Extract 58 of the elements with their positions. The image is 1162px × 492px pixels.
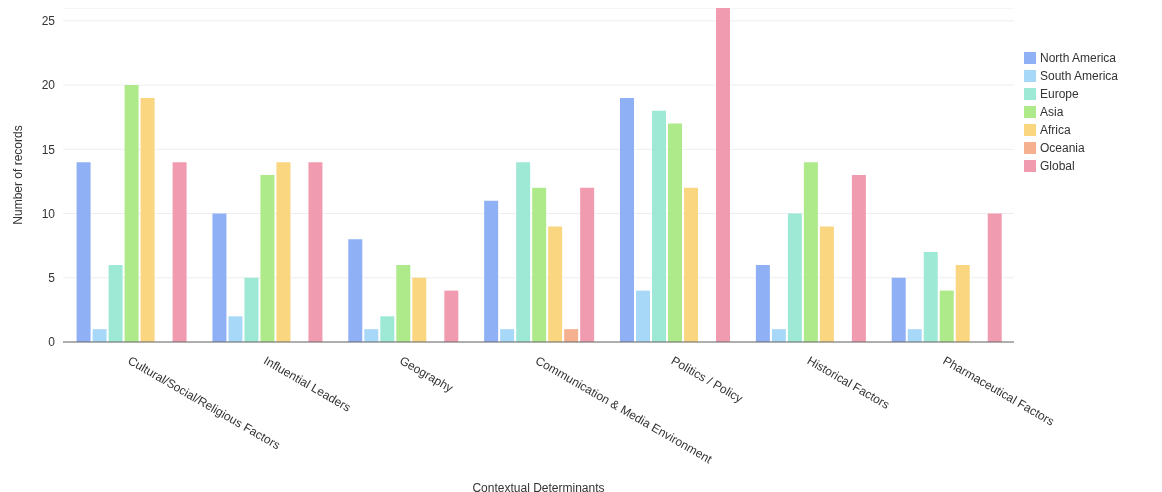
bar: [803, 162, 818, 342]
bar: [923, 252, 938, 342]
bar: [396, 264, 411, 342]
bar: [348, 239, 363, 342]
bar: [244, 277, 259, 342]
bar: [771, 329, 786, 342]
bar: [516, 162, 531, 342]
bar: [532, 187, 547, 342]
y-axis-title: Number of records: [11, 125, 26, 225]
bar: [364, 329, 379, 342]
bar: [787, 213, 802, 342]
legend-label: North America: [1040, 51, 1117, 65]
bar: [668, 123, 683, 342]
bar: [108, 264, 123, 342]
bar: [636, 290, 651, 342]
y-tick-label: 5: [48, 271, 56, 286]
bar: [228, 316, 243, 342]
y-tick-label: 15: [41, 142, 56, 157]
bar: [380, 316, 395, 342]
bar: [412, 277, 427, 342]
y-tick-label: 0: [48, 335, 56, 350]
bar: [955, 264, 970, 342]
bar: [819, 226, 834, 342]
legend-label: South America: [1040, 69, 1119, 83]
bar: [92, 329, 107, 342]
x-axis-title: Contextual Determinants: [472, 481, 605, 492]
bar: [212, 213, 227, 342]
bar: [716, 8, 731, 342]
legend-label: Oceania: [1040, 141, 1085, 155]
bar: [564, 329, 579, 342]
bar: [987, 213, 1002, 342]
bar: [907, 329, 922, 342]
bar: [500, 329, 515, 342]
bar: [684, 187, 699, 342]
bar: [851, 175, 866, 342]
bar: [308, 162, 323, 342]
legend-label: Europe: [1040, 87, 1079, 101]
bar: [939, 290, 954, 342]
bar: [76, 162, 91, 342]
bar: [548, 226, 563, 342]
bar: [172, 162, 187, 342]
bar: [484, 200, 499, 342]
bar: [580, 187, 595, 342]
legend-label: Africa: [1040, 123, 1071, 137]
bar: [140, 97, 155, 342]
bar: [620, 97, 635, 342]
legend-label: Asia: [1040, 105, 1064, 119]
y-tick-label: 20: [41, 78, 56, 93]
legend-label: Global: [1040, 159, 1075, 173]
y-tick-label: 25: [41, 14, 56, 29]
bar: [652, 110, 667, 342]
bar: [891, 277, 906, 342]
y-tick-label: 10: [41, 206, 56, 221]
bar: [755, 264, 770, 342]
bar: [124, 85, 139, 342]
bar: [444, 290, 459, 342]
bar: [260, 175, 275, 342]
bar: [276, 162, 291, 342]
